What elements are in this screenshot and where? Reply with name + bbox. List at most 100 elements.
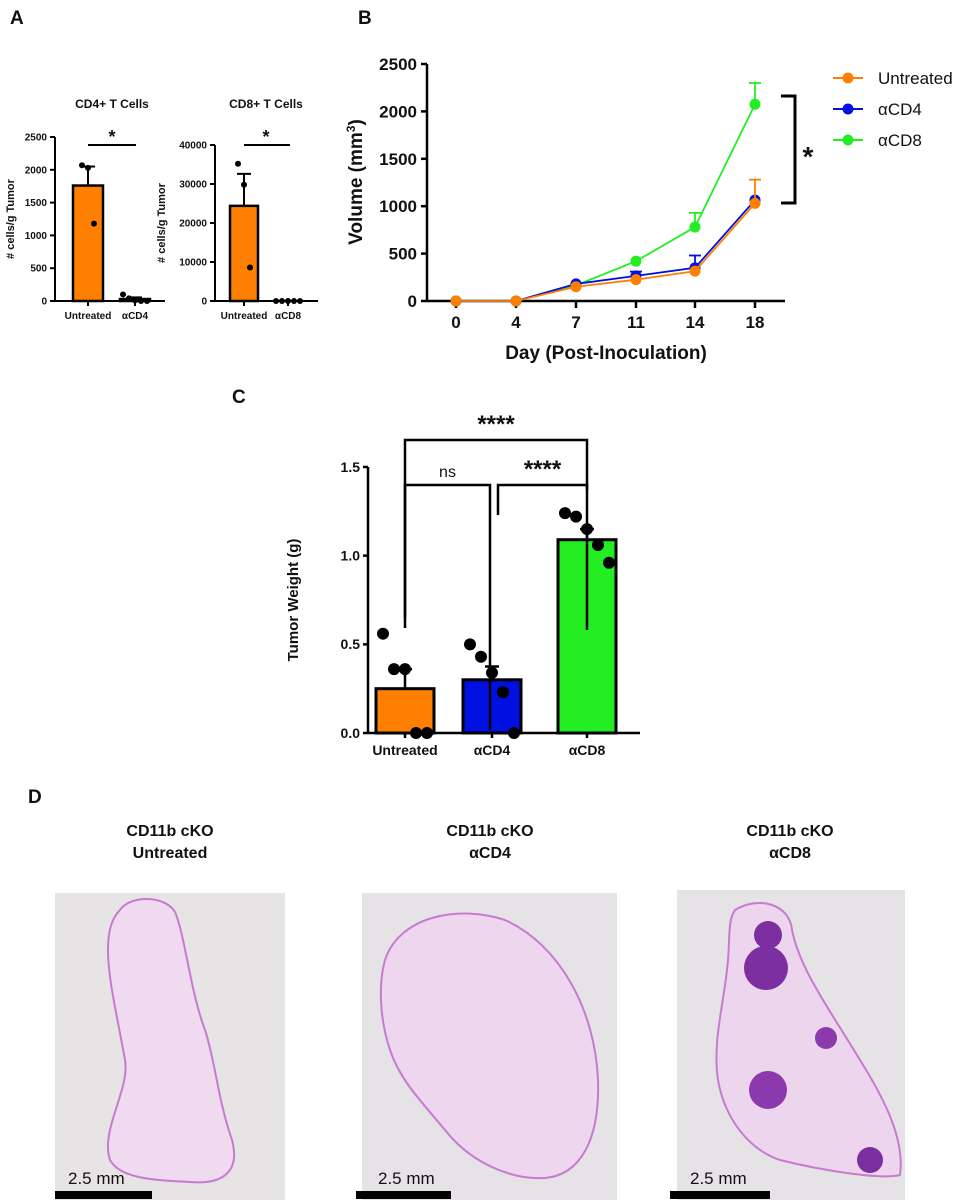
y-tick-label: 2500: [379, 55, 417, 74]
chart-title: CD8+ T Cells: [229, 97, 303, 111]
line-chart-B: 0 500 1000 1500 2000 2500 0 4 7 11 14 18 Day (Post-I…: [344, 55, 953, 364]
data-point: [247, 264, 253, 271]
x-tick-label: αCD8: [275, 311, 302, 322]
y-axis-label: # cells/g Tumor: [156, 182, 168, 263]
x-tick-label: 11: [627, 313, 645, 332]
significance-bracket: [781, 94, 797, 205]
histology-title: CD11b cKO: [446, 823, 533, 840]
x-tick-label: 0: [451, 313, 460, 332]
histology-panel-untreated: CD11b cKO Untreated 2.5 mm: [55, 823, 285, 1200]
bar-chart-A1: CD4+ T Cells 0 500 1000 1500 2000 2500 # cells/…: [5, 97, 165, 322]
bar-αCD4: [461, 678, 523, 735]
y-tick-label: 0: [41, 297, 47, 308]
data-point: [603, 556, 615, 569]
scale-bar-label: 2.5 mm: [690, 1169, 747, 1188]
scale-bar: [670, 1191, 770, 1199]
series-line: [456, 103, 756, 302]
data-point: [120, 291, 126, 298]
data-point: [85, 164, 91, 171]
series-αCD8: [450, 82, 761, 307]
data-point: [486, 666, 498, 679]
data-point: [630, 255, 642, 267]
series-line: [456, 199, 756, 302]
histology-subtitle: αCD8: [769, 845, 811, 862]
data-point: [749, 98, 761, 110]
scale-bar: [55, 1191, 152, 1199]
legend-marker: [842, 72, 854, 84]
y-axis-label-main: Volume (mm: [346, 132, 367, 245]
y-tick-label: 10000: [179, 258, 207, 269]
y-tick-label: 1.0: [341, 548, 361, 564]
comparison-bracket: [403, 483, 492, 730]
tumor-nodule: [744, 946, 788, 990]
y-tick-label: 2500: [25, 133, 48, 144]
data-point: [79, 162, 85, 169]
data-point: [144, 298, 150, 304]
data-point: [630, 274, 642, 286]
data-point: [132, 297, 138, 304]
y-axis-label: # cells/g Tumor: [5, 178, 17, 259]
tumor-nodule: [754, 921, 782, 949]
y-tick-label: 1000: [379, 197, 417, 216]
legend: Untreated αCD4 αCD8: [833, 69, 953, 150]
scale-bar-label: 2.5 mm: [378, 1169, 435, 1188]
y-tick-label: 1000: [25, 231, 48, 242]
data-point: [464, 638, 476, 651]
tumor-nodule: [857, 1147, 883, 1173]
x-tick-label: 7: [571, 313, 580, 332]
y-tick-label: 1500: [379, 150, 417, 169]
data-point: [508, 727, 520, 739]
lung-tissue: [106, 898, 236, 1184]
data-point: [138, 298, 144, 304]
series-Untreated: [450, 178, 761, 307]
data-point: [475, 650, 487, 663]
data-point: [241, 181, 247, 188]
data-point: [399, 663, 411, 676]
y-tick-label: 0.5: [341, 636, 361, 652]
scale-bar-label: 2.5 mm: [68, 1169, 125, 1188]
y-tick-label: 0: [408, 292, 417, 311]
data-point: [291, 298, 297, 304]
y-tick-label: 0.0: [341, 725, 361, 741]
y-tick-label: 0: [201, 297, 207, 308]
data-point: [749, 197, 761, 209]
x-tick-label: αCD4: [122, 311, 149, 322]
data-point: [285, 298, 291, 304]
legend-label: Untreated: [878, 69, 953, 88]
data-point: [279, 298, 285, 304]
bar-Untreated: [374, 687, 436, 735]
data-point: [126, 295, 132, 302]
x-axis-label: Day (Post-Inoculation): [505, 343, 707, 364]
y-axis-label-end: ): [346, 119, 367, 125]
histology-subtitle: Untreated: [133, 845, 208, 862]
x-tick-label: 4: [511, 313, 521, 332]
data-point: [570, 281, 582, 293]
x-tick-label: 14: [686, 313, 705, 332]
data-point: [410, 727, 422, 739]
histology-panel-acd4: CD11b cKO αCD4 2.5 mm: [356, 823, 617, 1200]
lung-tissue: [379, 912, 600, 1180]
y-axis-label: Volume (mm3): [344, 119, 367, 245]
data-point: [235, 160, 241, 167]
y-tick-label: 2000: [25, 165, 48, 176]
y-tick-label: 1.5: [341, 459, 361, 475]
chart-title: CD4+ T Cells: [75, 97, 149, 111]
data-point: [497, 686, 509, 699]
data-point: [570, 510, 582, 523]
data-point: [510, 295, 522, 307]
panel-label-d: D: [28, 787, 42, 808]
comparison-label: ****: [524, 456, 562, 483]
significance-label: *: [108, 127, 115, 147]
data-point: [273, 298, 279, 304]
tumor-nodule: [749, 1071, 787, 1109]
x-tick-label: 18: [746, 313, 765, 332]
y-tick-label: 40000: [179, 141, 207, 152]
y-axis-label: Tumor Weight (g): [285, 539, 302, 662]
x-tick-label: Untreated: [221, 311, 268, 322]
data-point: [592, 539, 604, 552]
x-tick-label: αCD4: [474, 742, 511, 758]
y-axis-label-superscript: 3: [344, 125, 358, 132]
y-tick-label: 30000: [179, 180, 207, 191]
data-point: [388, 663, 400, 676]
